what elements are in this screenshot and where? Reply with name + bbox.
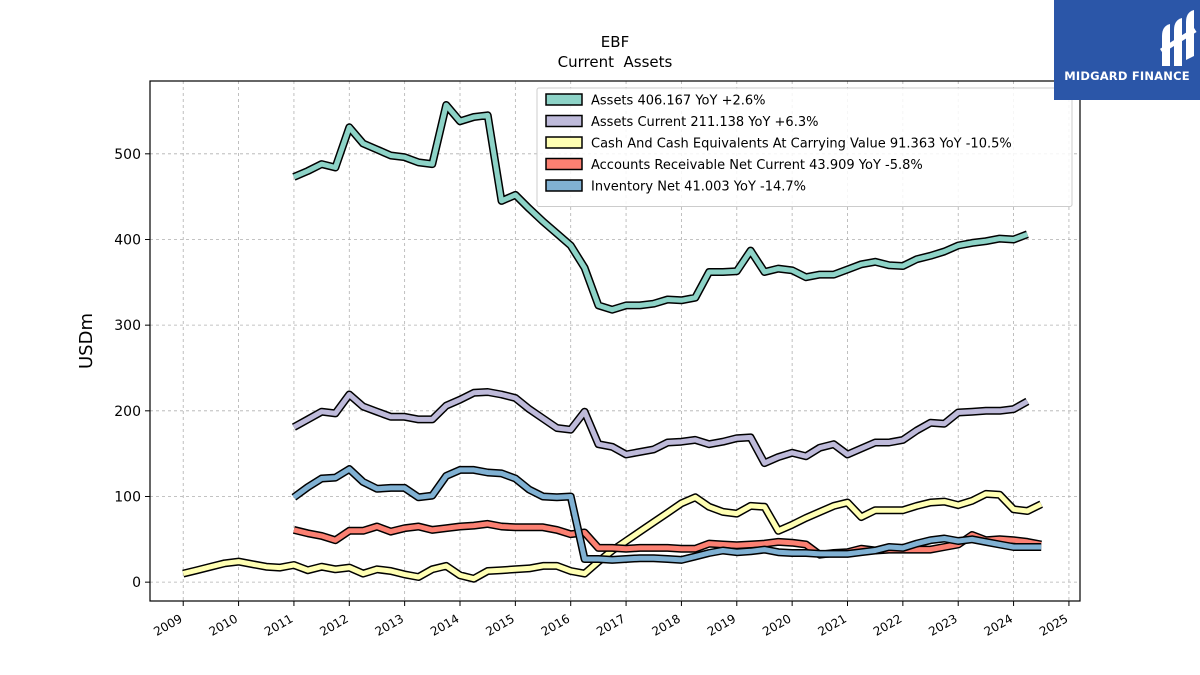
legend-swatch [545, 93, 583, 106]
y-tick-label: 500 [114, 147, 141, 163]
legend-label: Cash And Cash Equivalents At Carrying Va… [591, 137, 1012, 152]
series-line [292, 102, 1029, 313]
brand-name: MIDGARD FINANCE [1064, 69, 1190, 83]
series-1 [291, 388, 1030, 468]
x-tick-label: 2016 [539, 611, 572, 638]
x-tick-label: 2017 [594, 611, 627, 638]
x-tick-label: 2018 [649, 611, 682, 638]
series-lines [182, 101, 1043, 583]
series-0 [292, 101, 1029, 314]
x-tick-label: 2014 [428, 611, 461, 638]
x-tick-label: 2010 [207, 611, 240, 638]
y-axis-label: USDm [76, 313, 97, 369]
x-tick-label: 2020 [760, 611, 793, 638]
x-tick-label: 2023 [926, 611, 959, 638]
midgard-finance-logo-icon [1159, 10, 1197, 66]
series-line [293, 521, 1042, 558]
series-4 [291, 465, 1042, 564]
legend-swatch [545, 179, 583, 192]
x-axis: 2009 2010 2011 2012 2013 2014 2015 2016 2017 2018… [151, 601, 1070, 639]
legend-swatch [545, 114, 583, 128]
x-tick-label: 2025 [1037, 611, 1070, 638]
x-tick-label: 2021 [816, 611, 849, 638]
brand-logo: MIDGARD FINANCE [1054, 0, 1200, 100]
legend-box [536, 87, 1073, 207]
x-tick-label: 2019 [705, 611, 738, 638]
chart-subtitle: Current Assets [558, 53, 673, 71]
y-tick-label: 300 [114, 318, 141, 334]
x-tick-label: 2012 [317, 611, 350, 638]
series-3 [292, 519, 1042, 559]
chart-title: EBF [601, 33, 629, 51]
legend-label: Accounts Receivable Net Current 43.909 Y… [591, 158, 923, 173]
plot-frame [149, 80, 1081, 602]
x-tick-label: 2024 [982, 611, 1015, 638]
x-tick-label: 2022 [871, 611, 904, 638]
y-tick-label: 400 [114, 232, 141, 248]
legend-label: Assets 406.167 YoY +2.6% [591, 94, 766, 109]
y-axis: 0 100 200 300 400 500 [114, 147, 150, 591]
y-tick-label: 200 [114, 404, 141, 420]
x-tick-label: 2013 [373, 611, 406, 638]
x-tick-label: 2015 [483, 611, 516, 638]
y-tick-label: 0 [132, 575, 141, 591]
legend-label: Assets Current 211.138 YoY +6.3% [591, 115, 818, 130]
legend-swatch [545, 136, 583, 149]
x-tick-label: 2011 [262, 611, 295, 638]
legend-swatch [545, 157, 583, 171]
x-tick-label: 2009 [151, 611, 184, 638]
legend: Assets 406.167 YoY +2.6% Assets Current 2… [536, 87, 1073, 207]
series-line [292, 466, 1042, 563]
series-line [292, 389, 1029, 466]
legend-label: Inventory Net 41.003 YoY -14.7% [591, 180, 806, 195]
y-tick-label: 100 [114, 489, 141, 505]
